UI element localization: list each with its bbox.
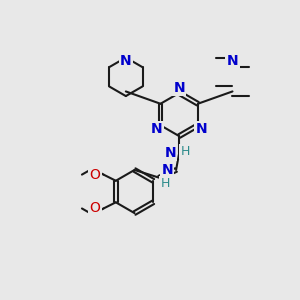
Text: O: O	[90, 168, 101, 182]
Text: N: N	[151, 122, 163, 136]
Text: H: H	[160, 177, 170, 190]
Text: N: N	[161, 163, 173, 177]
Text: H: H	[181, 145, 190, 158]
Text: O: O	[90, 202, 101, 215]
Text: N: N	[196, 122, 208, 136]
Text: N: N	[173, 81, 185, 94]
Text: N: N	[227, 54, 238, 68]
Text: N: N	[120, 54, 132, 68]
Text: N: N	[164, 146, 176, 160]
